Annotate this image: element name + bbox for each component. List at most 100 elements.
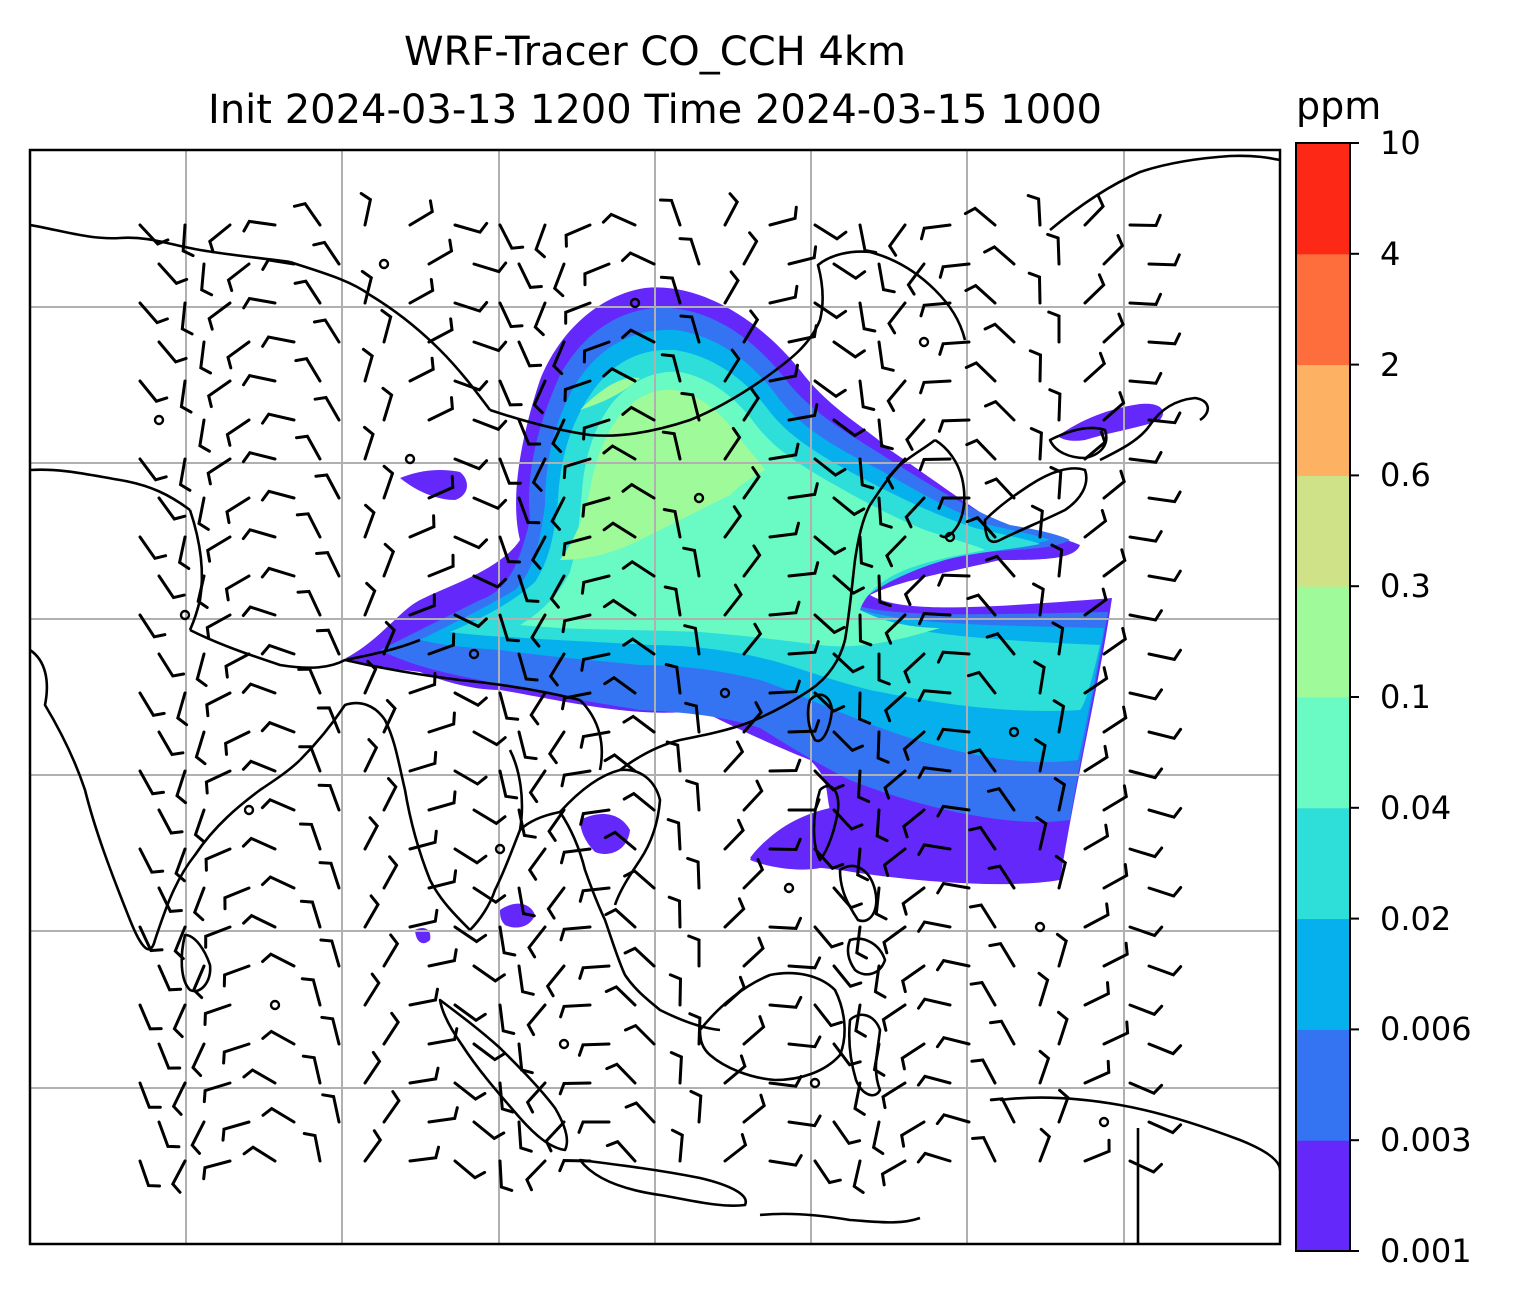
wind-barb bbox=[138, 301, 169, 325]
wind-barb bbox=[873, 964, 887, 999]
wind-barb bbox=[621, 251, 656, 266]
wind-barb bbox=[684, 701, 701, 734]
wind-barb bbox=[678, 237, 701, 266]
coastline-segment bbox=[1048, 426, 1108, 460]
wind-barb bbox=[905, 418, 926, 451]
wind-barb bbox=[138, 1159, 161, 1188]
wind-barb bbox=[472, 1120, 506, 1141]
wind-barb bbox=[887, 223, 907, 257]
colorbar-tick-label: 2 bbox=[1380, 345, 1401, 384]
wind-barb bbox=[917, 843, 952, 856]
wind-barb bbox=[295, 434, 322, 461]
wind-barb bbox=[293, 279, 322, 305]
wind-barb bbox=[408, 1145, 440, 1163]
wind-barb bbox=[1128, 609, 1163, 622]
coastline-segment bbox=[934, 438, 966, 539]
wind-barb bbox=[427, 711, 456, 734]
wind-barb bbox=[813, 379, 847, 399]
wind-barb bbox=[813, 301, 848, 320]
wind-barb bbox=[549, 574, 566, 609]
wind-barb bbox=[1128, 530, 1163, 543]
wind-barb bbox=[226, 340, 251, 370]
wind-barb bbox=[192, 964, 206, 1000]
wind-barb bbox=[517, 808, 537, 839]
wind-barb bbox=[935, 1113, 971, 1126]
wind-barb bbox=[1048, 388, 1062, 422]
colorbar-segment bbox=[1296, 364, 1350, 476]
wind-barb bbox=[498, 1081, 515, 1114]
map-frame bbox=[28, 148, 1282, 1246]
wind-barb bbox=[261, 412, 296, 425]
plume-patch bbox=[1058, 403, 1164, 441]
wind-barb bbox=[313, 395, 341, 422]
wind-barb bbox=[427, 1106, 459, 1124]
wind-barb bbox=[622, 714, 656, 734]
wind-barb bbox=[193, 808, 206, 844]
colorbar-segment bbox=[1296, 143, 1350, 255]
wind-barb bbox=[382, 699, 397, 734]
colorbar-tick-label: 0.001 bbox=[1380, 1232, 1472, 1270]
wind-barb bbox=[887, 301, 907, 335]
wind-barb bbox=[988, 942, 1016, 968]
wind-barb bbox=[138, 535, 168, 560]
wind-barb bbox=[918, 612, 952, 626]
wind-barb bbox=[858, 223, 878, 254]
wind-barb bbox=[319, 938, 341, 968]
wind-barb bbox=[138, 769, 165, 796]
wind-barb bbox=[453, 847, 488, 865]
colorbar-segment bbox=[1296, 586, 1350, 698]
wind-barb bbox=[498, 613, 521, 643]
wind-barb bbox=[1102, 1020, 1130, 1046]
wind-barb bbox=[768, 837, 802, 852]
wind-barb bbox=[180, 301, 194, 336]
wind-barb bbox=[548, 652, 566, 687]
wind-barb bbox=[190, 1120, 206, 1155]
wind-barb bbox=[787, 1035, 822, 1049]
wind-barb bbox=[917, 766, 952, 779]
wind-barb bbox=[937, 418, 971, 433]
wind-barb bbox=[241, 759, 277, 773]
wind-barb bbox=[768, 521, 800, 539]
wind-barb bbox=[967, 748, 997, 773]
colorbar-tick-label: 0.006 bbox=[1380, 1010, 1472, 1049]
wind-barb bbox=[138, 925, 164, 953]
wind-barb bbox=[876, 730, 890, 764]
wind-barb bbox=[546, 886, 566, 920]
wind-barb bbox=[296, 589, 322, 617]
wind-barb bbox=[157, 1120, 181, 1149]
wind-barb bbox=[157, 574, 186, 600]
wind-barb bbox=[872, 1042, 886, 1077]
wind-barb-calm bbox=[153, 414, 165, 426]
wind-barb bbox=[602, 366, 637, 383]
wind-barb bbox=[527, 925, 547, 959]
wind-barb bbox=[138, 691, 166, 717]
wind-barb bbox=[605, 1062, 637, 1085]
wind-barb bbox=[202, 1159, 232, 1181]
wind-barb-calm bbox=[693, 492, 705, 504]
wind-barb bbox=[1102, 784, 1128, 812]
wind-barb-calm bbox=[809, 1077, 821, 1089]
wind-barb bbox=[687, 934, 701, 968]
wind-barb bbox=[1128, 213, 1162, 228]
wind-barb bbox=[989, 1019, 1016, 1046]
wind-barb bbox=[363, 816, 380, 851]
wind-barb bbox=[787, 719, 821, 734]
wind-barb bbox=[207, 379, 232, 409]
wind-barb bbox=[900, 1042, 926, 1071]
wind-barb bbox=[602, 598, 637, 617]
wind-barb bbox=[453, 613, 488, 629]
wind-barb bbox=[382, 777, 398, 812]
wind-barb bbox=[663, 585, 682, 617]
wind-barb bbox=[886, 379, 907, 413]
wind-barb bbox=[363, 1050, 382, 1085]
wind-barb bbox=[561, 613, 592, 634]
wind-barb bbox=[408, 987, 439, 1007]
wind-barb bbox=[205, 613, 232, 640]
wind-barb bbox=[971, 1136, 997, 1163]
wind-barb bbox=[427, 869, 458, 890]
wind-barb bbox=[1053, 777, 1067, 812]
colorbar-segment bbox=[1296, 475, 1350, 587]
wind-barb bbox=[1083, 587, 1108, 617]
wind-barb bbox=[498, 535, 521, 564]
wind-barb bbox=[787, 482, 819, 500]
